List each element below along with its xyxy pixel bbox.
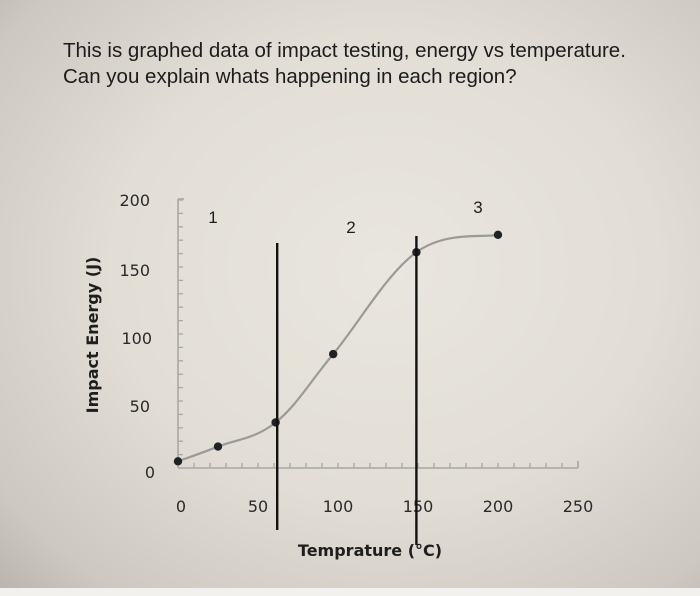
y-tick-100: 100	[121, 329, 152, 348]
x-tick-200: 200	[483, 497, 514, 516]
photo-bottom-edge	[0, 588, 700, 596]
question-text: This is graphed data of impact testing, …	[63, 39, 626, 88]
x-tick-100: 100	[323, 497, 354, 516]
y-axis	[177, 198, 184, 468]
data-point	[173, 457, 183, 466]
y-tick-0: 0	[145, 463, 155, 482]
y-tick-200: 200	[119, 191, 150, 210]
x-tick-250: 250	[563, 497, 594, 516]
x-tick-50: 50	[248, 497, 268, 516]
x-tick-labels: 0 50 100 150 200 250	[176, 497, 593, 516]
y-axis-title: Impact Energy (J)	[83, 257, 102, 414]
x-axis	[178, 461, 579, 469]
y-tick-50: 50	[130, 397, 150, 416]
data-point	[271, 418, 280, 427]
y-tick-labels: 200 150 100 50 0	[119, 191, 155, 482]
x-axis-title: Temprature (°C)	[298, 541, 442, 560]
y-tick-150: 150	[119, 261, 150, 280]
region-label-2: 2	[346, 218, 355, 237]
data-point	[493, 230, 503, 240]
x-tick-0: 0	[176, 497, 186, 516]
x-tick-150: 150	[403, 497, 434, 516]
data-point	[213, 442, 223, 451]
region-label-1: 1	[208, 208, 217, 227]
energy-curve	[177, 233, 499, 463]
region-label-3: 3	[473, 198, 482, 217]
data-point	[329, 349, 338, 359]
